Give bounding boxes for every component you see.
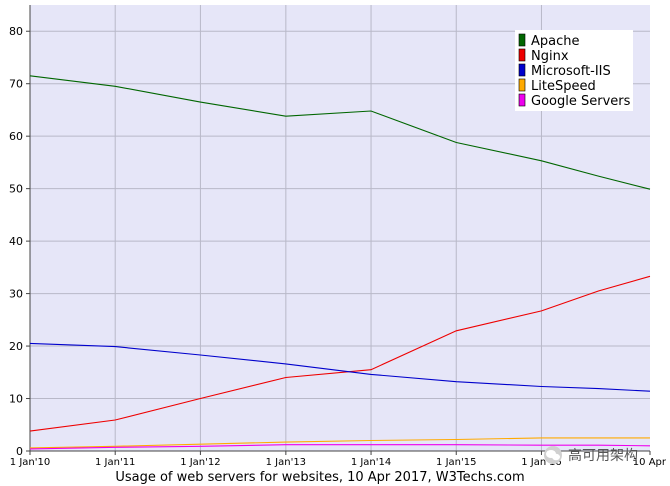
x-tick-label: 1 Jan'13 (266, 457, 306, 468)
series-line-apache (29, 75, 651, 190)
legend-swatch (518, 63, 526, 77)
legend: ApacheNginxMicrosoft-IISLiteSpeedGoogle … (515, 30, 633, 111)
y-tick-label: 80 (9, 25, 23, 38)
x-tick-label: 1 Jan'10 (10, 457, 50, 468)
legend-label: Nginx (531, 49, 569, 64)
legend-swatch (518, 48, 526, 62)
y-tick-label: 0 (16, 445, 23, 458)
legend-swatch (518, 93, 526, 107)
y-tick-label: 20 (9, 340, 23, 353)
legend-label: Microsoft-IIS (531, 64, 611, 79)
series-line-litespeed (29, 437, 650, 449)
x-tick-label: 1 Jan'12 (180, 457, 220, 468)
watermark: 高可用架构 (544, 446, 638, 464)
legend-box (515, 30, 633, 111)
y-tick-label: 50 (9, 183, 23, 196)
series-line-microsoft-iis (29, 342, 651, 392)
x-tick-label: 10 Apr (633, 457, 667, 468)
legend-swatch (518, 33, 526, 47)
y-tick-label: 40 (9, 235, 23, 248)
legend-label: Google Servers (531, 94, 631, 109)
chart-caption: Usage of web servers for websites, 10 Ap… (115, 470, 524, 485)
legend-label: Apache (531, 34, 580, 49)
legend-swatch (518, 78, 526, 92)
x-tick-label: 1 Jan'15 (436, 457, 476, 468)
grid (30, 5, 650, 451)
x-tick-label: 1 Jan'14 (351, 457, 391, 468)
wechat-icon (544, 446, 562, 464)
y-tick-label: 70 (9, 78, 23, 91)
y-tick-label: 10 (9, 393, 23, 406)
x-tick-label: 1 Jan'16 (521, 457, 561, 468)
series-line-google-servers (29, 444, 651, 450)
watermark-text: 高可用架构 (568, 447, 638, 464)
y-tick-label: 30 (9, 288, 23, 301)
x-tick-label: 1 Jan'11 (95, 457, 135, 468)
y-tick-label: 60 (9, 130, 23, 143)
series-lines (29, 75, 651, 450)
series-line-nginx (29, 275, 651, 432)
legend-label: LiteSpeed (531, 79, 596, 94)
